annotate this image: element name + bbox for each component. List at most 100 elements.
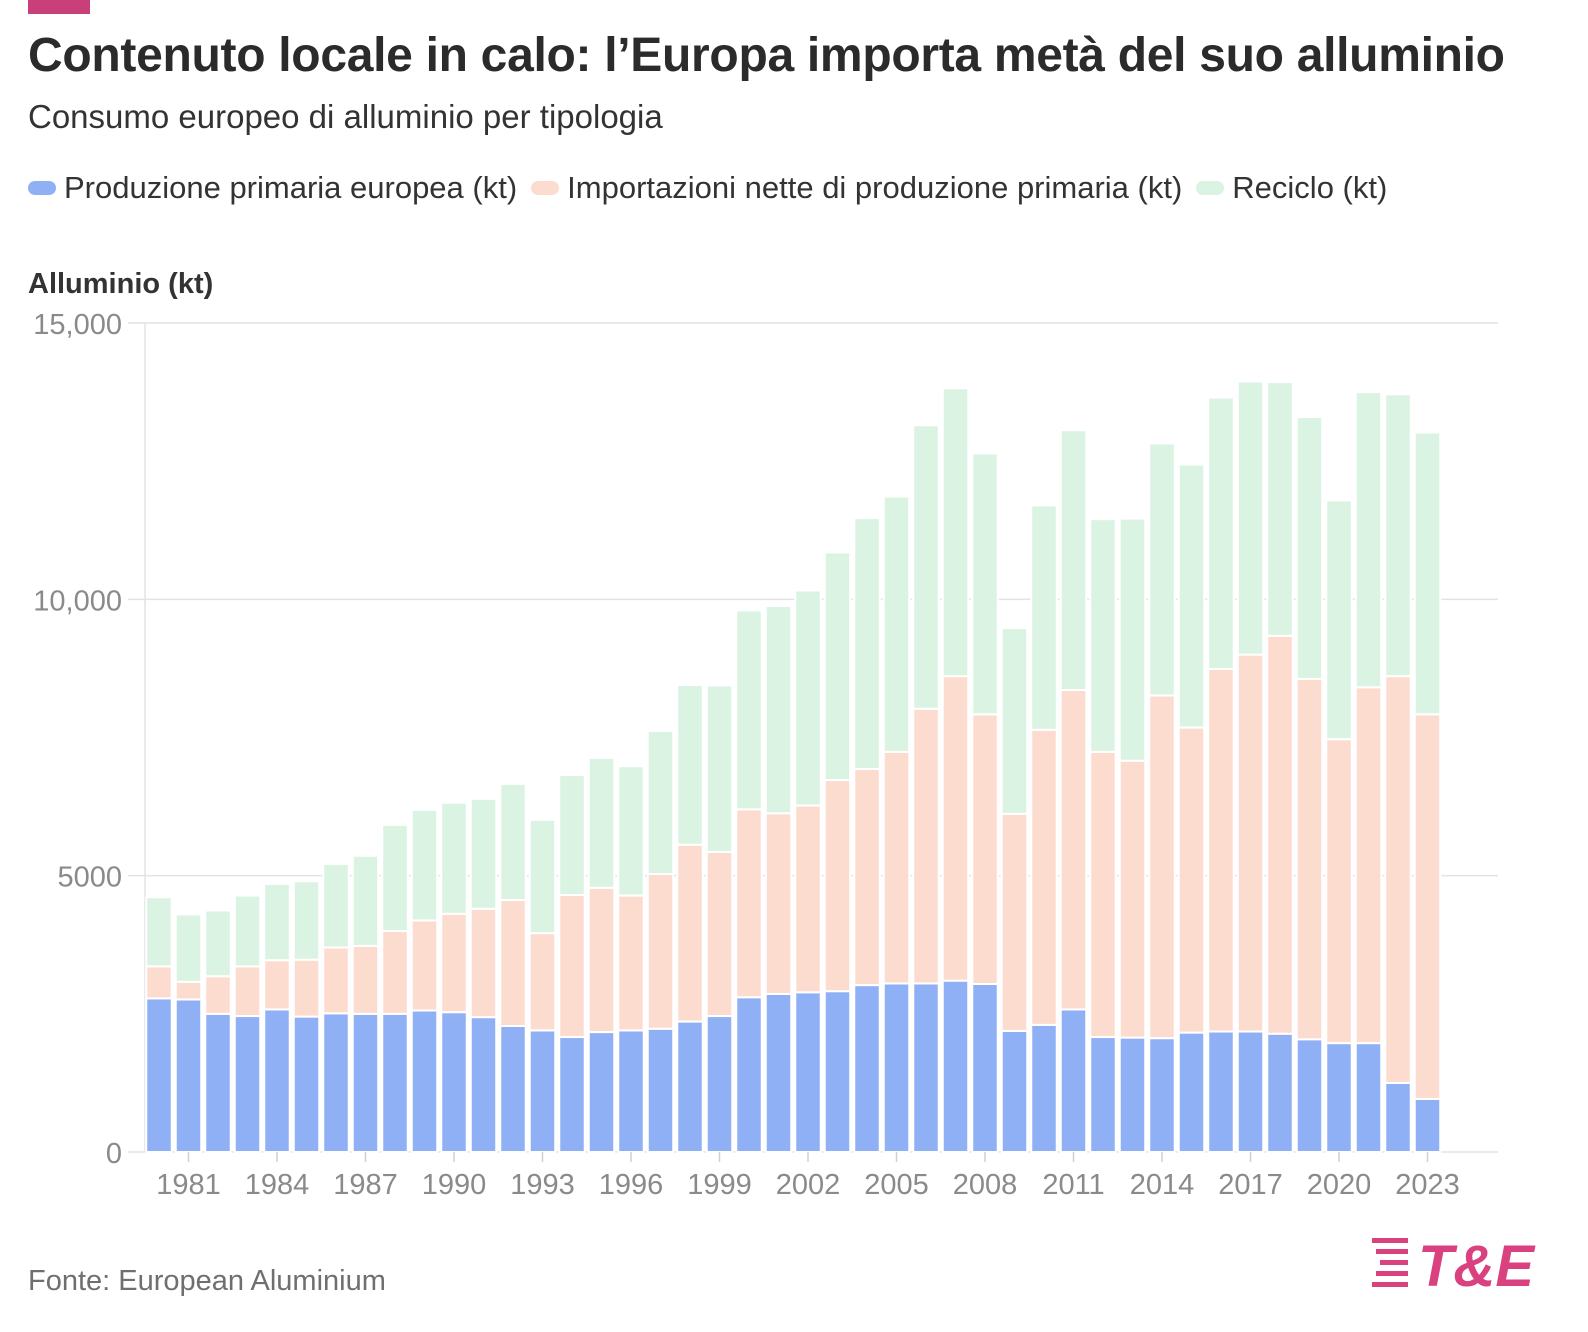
bar-segment-2009-s2 [1000,627,1029,815]
x-tick-label: 2005 [864,1169,929,1201]
bar-segment-1995-s0 [587,1031,616,1153]
bar-segment-1992-s1 [499,898,527,1027]
bar-segment-1989-s1 [410,919,439,1012]
bar-segment-2011-s0 [1059,1008,1088,1153]
bar-segment-1995-s1 [587,886,616,1034]
bar-segment-1981-s1 [174,980,203,1001]
x-tick-label: 2002 [776,1169,841,1201]
bar-segment-2014-s2 [1148,442,1176,697]
bar-segment-2002-s2 [794,589,822,807]
source-note: Fonte: European Aluminium [28,1265,386,1297]
bar-segment-2015-s0 [1177,1031,1206,1154]
legend-swatch-recycle [1196,181,1225,195]
bar-segment-2000-s1 [735,808,763,999]
bar-segment-2016-s0 [1207,1030,1235,1154]
bar-segment-1995-s2 [587,756,616,889]
bar-segment-1990-s0 [440,1011,468,1154]
bar-segment-2000-s0 [735,996,763,1154]
bar-segment-2022-s1 [1384,675,1412,1084]
bar-segment-1991-s2 [469,797,498,910]
bar-segment-1992-s0 [499,1024,527,1153]
bar-segment-2017-s2 [1236,380,1265,656]
bar-segment-2001-s2 [764,604,793,815]
legend-item-primary: Produzione primaria europea (kt) [28,170,517,206]
bar-segment-2012-s1 [1089,750,1117,1039]
bar-segment-1988-s2 [381,823,409,932]
bar-segment-1984-s2 [263,882,291,962]
bar-segment-2013-s1 [1118,759,1147,1039]
bar-segment-2003-s0 [823,990,852,1154]
bar-segment-2018-s1 [1266,634,1294,1035]
bar-segment-2002-s0 [794,991,822,1154]
bar-segment-1998-s0 [676,1020,704,1154]
bar-segment-2003-s2 [823,551,852,782]
bar-segment-2019-s1 [1295,677,1324,1041]
bar-segment-1998-s1 [676,843,704,1023]
bar-segment-1980-s2 [145,896,173,968]
bar-segment-2014-s1 [1148,694,1176,1040]
bar-segment-1983-s0 [233,1015,262,1153]
bar-segment-2008-s2 [971,452,999,716]
bar-segment-1985-s1 [292,958,321,1018]
bar-segment-1980-s0 [145,997,173,1153]
bar-segment-2011-s2 [1059,429,1088,691]
bar-segment-2001-s1 [764,812,793,995]
bar-segment-2018-s0 [1266,1032,1294,1154]
bar-segment-1984-s0 [263,1008,291,1153]
bar-segment-2010-s1 [1030,728,1058,1026]
bar-segment-1981-s0 [174,998,203,1153]
bar-segment-1996-s1 [617,894,645,1032]
bar-segment-2020-s2 [1325,499,1353,741]
logo-stripes-icon [1372,1238,1408,1287]
bar-segment-2019-s0 [1295,1038,1324,1153]
y-tick-label: 15,000 [33,309,122,341]
bar-segment-2013-s2 [1118,517,1147,762]
x-tick-label: 1984 [245,1169,310,1201]
bar-segment-1992-s2 [499,782,527,901]
bar-segment-1999-s0 [705,1015,734,1153]
bar-segment-1997-s1 [646,873,675,1030]
bar-segment-1999-s1 [705,850,734,1018]
bar-segment-2021-s1 [1354,686,1383,1045]
bar-segment-2022-s2 [1384,393,1412,678]
bar-segment-1994-s0 [558,1036,586,1153]
x-tick-label: 2008 [953,1169,1018,1201]
bar-segment-2016-s1 [1207,667,1235,1033]
bar-segment-1986-s1 [322,946,350,1015]
bar-segment-1988-s1 [381,929,409,1015]
bar-segment-1998-s2 [676,683,704,846]
bar-segment-2002-s1 [794,804,822,994]
bar-segment-1982-s1 [204,975,232,1015]
bar-segment-2005-s0 [882,982,911,1153]
bar-segment-1994-s2 [558,774,586,897]
x-tick-labels: 1981 1984 1987 1990 1993 1996 1999 2002 2005 2008… [156,1152,1460,1201]
bar-segment-1993-s1 [528,932,557,1032]
bar-segment-2021-s2 [1354,391,1383,689]
x-tick-label: 1987 [333,1169,398,1201]
legend-label-primary: Produzione primaria europea (kt) [64,170,518,205]
y-tick-labels: 0 5000 10,000 15,000 [33,309,122,1170]
bar-segment-1997-s0 [646,1027,675,1154]
bar-segment-2000-s2 [735,609,763,811]
bar-segment-2017-s1 [1236,653,1265,1033]
legend: Produzione primaria europea (kt) Importa… [28,170,1401,206]
bar-segment-2007-s0 [941,979,970,1153]
accent-bar [28,0,90,14]
x-tick-label: 1996 [599,1169,664,1201]
bar-segment-1993-s2 [528,818,557,935]
bar-segment-2006-s1 [912,707,940,985]
bar-segment-2020-s1 [1325,738,1353,1045]
bar-segment-2013-s0 [1118,1036,1147,1154]
logo-text: T&E [1418,1234,1536,1290]
bar-segment-1986-s2 [322,863,350,949]
bar-segment-2011-s1 [1059,688,1088,1011]
bar-segment-1982-s2 [204,909,232,978]
bar-segment-2019-s2 [1295,415,1324,680]
bars [145,380,1442,1154]
bar-segment-2004-s0 [853,984,881,1153]
x-tick-label: 2020 [1307,1169,1372,1201]
bar-segment-1983-s2 [233,894,262,968]
bar-segment-2023-s2 [1413,431,1442,716]
bar-segment-2015-s2 [1177,463,1206,729]
legend-swatch-primary [28,181,56,195]
